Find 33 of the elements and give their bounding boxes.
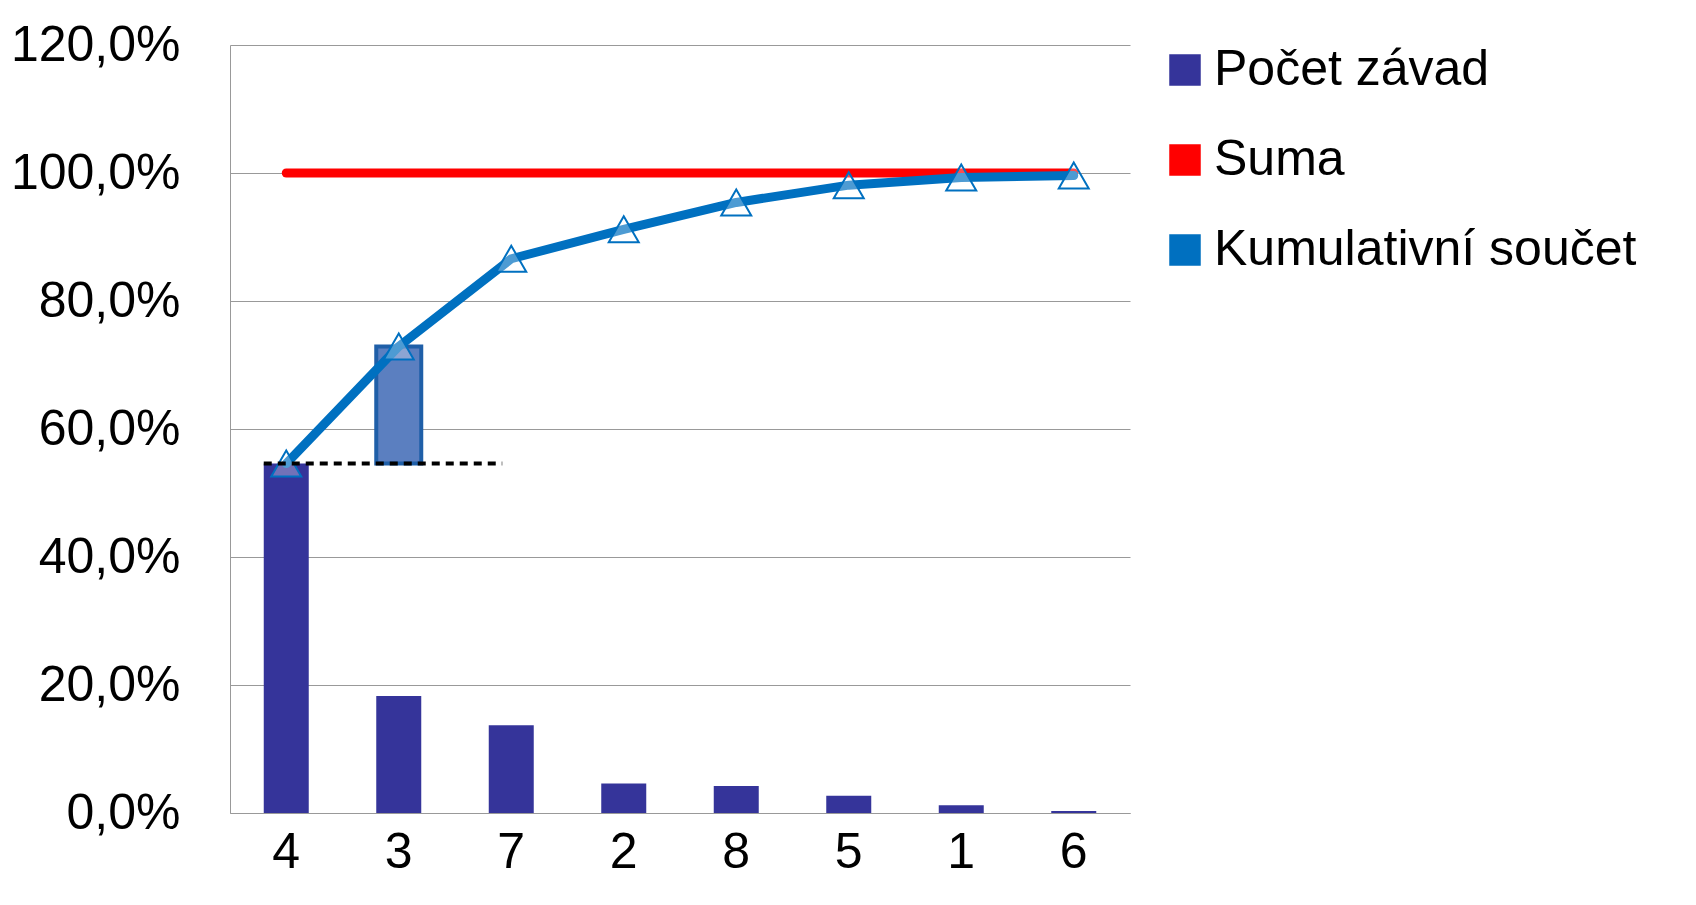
x-tick-label: 1 (947, 822, 976, 879)
legend-label: Kumulativní součet (1214, 220, 1637, 276)
y-tick-label: 0,0% (66, 783, 181, 840)
point (607, 215, 640, 244)
point (945, 163, 978, 192)
x-tick-label: 6 (1059, 822, 1088, 879)
x-tick-label: 7 (497, 822, 526, 879)
legend-label: Počet závad (1214, 40, 1490, 96)
point (832, 171, 865, 200)
bar (938, 805, 984, 813)
point (270, 449, 303, 478)
y-tick-label: 80,0% (38, 271, 181, 328)
y-tick-label: 60,0% (38, 399, 181, 456)
x-tick-label: 2 (609, 822, 638, 879)
point (495, 244, 528, 273)
point (720, 188, 753, 217)
legend-label: Suma (1214, 130, 1345, 186)
bar (713, 786, 759, 813)
bar (376, 695, 422, 813)
x-tick-label: 3 (384, 822, 413, 879)
bar (488, 725, 534, 813)
point (1057, 161, 1090, 190)
y-tick-label: 120,0% (10, 15, 181, 72)
bar (826, 795, 872, 813)
y-tick-label: 20,0% (38, 655, 181, 712)
y-tick-label: 100,0% (10, 143, 181, 200)
point (382, 332, 415, 361)
x-tick-label: 8 (722, 822, 751, 879)
x-tick-label: 5 (834, 822, 863, 879)
x-tick-label: 4 (272, 822, 301, 879)
y-tick-label: 40,0% (38, 527, 181, 584)
bar (263, 463, 309, 813)
bar (601, 783, 647, 813)
